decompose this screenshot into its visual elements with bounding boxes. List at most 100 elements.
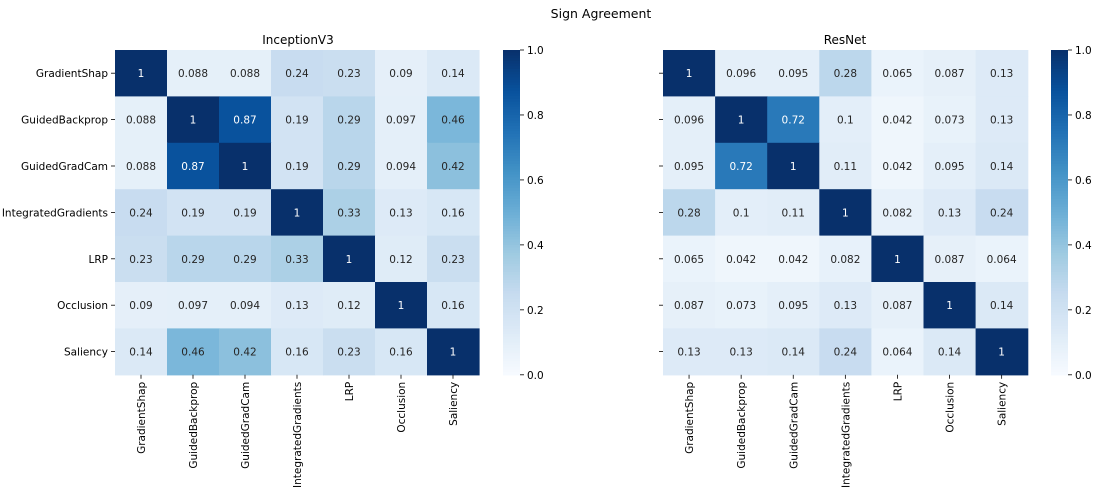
colorbar-segment (1051, 320, 1068, 324)
cell-value-label: 0.096 (726, 68, 756, 80)
cell-value-label: 0.23 (337, 68, 360, 80)
colorbar: 0.0 0.2 0.4 0.6 0.8 1.0 (503, 45, 544, 382)
heatmap-cell (115, 189, 168, 237)
column-labels: GradientShap GuidedBackprop GuidedGradCam I… (136, 374, 460, 488)
cell-value-label: 0.13 (677, 347, 700, 359)
cell-value-label: 0.13 (285, 300, 308, 312)
colorbar-segment (1051, 209, 1068, 213)
colorbar-segment (1051, 328, 1068, 333)
colorbar-segment (503, 58, 520, 62)
row-label: GuidedBackprop (21, 115, 108, 127)
colorbar-segment (503, 142, 520, 146)
colorbar-segment (503, 185, 520, 189)
colorbar-segment (1051, 90, 1068, 94)
cell-value-label: 1 (294, 207, 301, 219)
heatmap-cell (663, 328, 716, 376)
cell-value-label: 0.13 (834, 300, 857, 312)
cell-value-label: 0.082 (882, 207, 912, 219)
colorbar-segment (1051, 261, 1068, 265)
column-label: Saliency (448, 382, 460, 426)
colorbar-segment (503, 269, 520, 273)
heatmap-cell (219, 142, 272, 190)
colorbar-segment (1051, 326, 1068, 330)
colorbar-segment (1051, 98, 1068, 103)
cell-value-label: 0.13 (990, 115, 1013, 127)
colorbar-segment (503, 193, 520, 197)
cell-value-label: 1 (842, 207, 849, 219)
cell-value-label: 0.073 (726, 300, 756, 312)
colorbar-segment (1051, 120, 1068, 124)
heatmap-cell (271, 235, 324, 283)
cell-value-label: 1 (946, 300, 953, 312)
heatmap-cell (323, 142, 376, 190)
colorbar-segment (503, 282, 520, 287)
cell-value-label: 0.19 (233, 207, 256, 219)
colorbar-segment (503, 225, 520, 230)
heatmap-cell (323, 282, 376, 329)
colorbar-segment (503, 277, 520, 281)
colorbar-segment (503, 315, 520, 319)
colorbar-segment (1051, 66, 1068, 70)
cell-value-label: 1 (998, 347, 1005, 359)
colorbar-segment (503, 326, 520, 330)
colorbar-segment (1051, 236, 1068, 241)
heatmap-cell (975, 50, 1029, 97)
colorbar-segment (503, 331, 520, 335)
heatmap-cell (871, 96, 925, 144)
cell-value-label: 0.095 (674, 161, 704, 173)
heatmap-cell (375, 96, 428, 144)
colorbar-segment (1051, 63, 1068, 67)
colorbar-segment (503, 96, 520, 100)
colorbar-segment (503, 160, 520, 165)
heatmap-cell (167, 235, 220, 283)
cell-value-label: 0.094 (386, 161, 416, 173)
colorbar-segment (1051, 269, 1068, 273)
colorbar-segment (1051, 277, 1068, 281)
colorbar-segment (503, 234, 520, 238)
colorbar-segment (503, 120, 520, 124)
column-label: GuidedBackprop (188, 381, 200, 468)
cell-value-label: 0.19 (285, 161, 308, 173)
cell-value-label: 0.14 (441, 68, 465, 80)
colorbar-segment (1051, 87, 1068, 92)
heatmap-cell (871, 282, 925, 329)
colorbar-segment (1051, 150, 1068, 154)
colorbar-segment (503, 220, 520, 224)
heatmap-cell (923, 189, 977, 237)
cell-value-label: 0.87 (181, 161, 204, 173)
colorbar-segment (503, 147, 520, 151)
colorbar-segment (1051, 152, 1068, 157)
colorbar-segment (1051, 299, 1068, 303)
heatmap-cell (715, 328, 768, 376)
colorbar-segment (503, 247, 520, 251)
colorbar-segment (1051, 77, 1068, 81)
heatmap-cell (219, 189, 272, 237)
colorbar-segment (1051, 188, 1068, 192)
cell-value-label: 0.24 (129, 207, 153, 219)
colorbar-segment (1051, 274, 1068, 278)
colorbar-segment (503, 77, 520, 81)
cell-value-label: 1 (242, 161, 249, 173)
heatmap-cell (767, 96, 820, 144)
cell-value-label: 0.088 (126, 161, 156, 173)
colorbar-segment (1051, 142, 1068, 146)
cell-value-label: 0.14 (129, 347, 153, 359)
colorbar-segment (503, 150, 520, 154)
cell-value-label: 0.13 (938, 207, 961, 219)
heatmap-cells: 1 0.088 0.088 0.24 0.23 0.09 0.14 0.088 1 0.87 0.1… (115, 50, 480, 376)
cell-value-label: 0.095 (778, 68, 808, 80)
colorbar-segment (1051, 201, 1068, 205)
heatmap-cell (167, 50, 220, 97)
cell-value-label: 0.088 (230, 68, 260, 80)
colorbar-segment (1051, 82, 1068, 86)
column-label: Saliency (997, 382, 1009, 426)
colorbar-segment (503, 358, 520, 362)
colorbar-segment (503, 82, 520, 86)
heatmap-cell (271, 96, 324, 144)
colorbar-segment (503, 171, 520, 176)
colorbar-segment (503, 209, 520, 213)
colorbar-segment (1051, 228, 1068, 232)
colorbar-segment (1051, 198, 1068, 203)
colorbar-segment (503, 50, 520, 54)
row-labels (659, 72, 663, 353)
